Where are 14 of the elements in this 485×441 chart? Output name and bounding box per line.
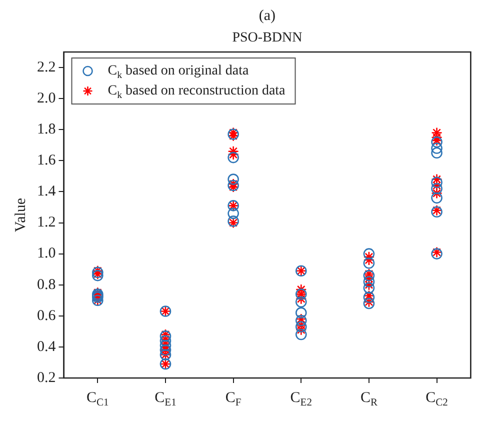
y-tick-label: 2.0 xyxy=(37,90,56,107)
y-tick-label: 0.8 xyxy=(37,276,56,293)
y-tick-label: 1.8 xyxy=(37,122,56,138)
y-tick-label: 1.2 xyxy=(37,214,56,231)
chart-title: PSO-BDNN xyxy=(232,30,302,46)
y-tick-label: 2.2 xyxy=(37,59,56,76)
y-tick-label: 1.0 xyxy=(37,246,56,262)
y-tick-label: 0.4 xyxy=(37,338,56,355)
y-tick-label: 1.6 xyxy=(37,152,56,169)
y-tick-label: 0.2 xyxy=(37,370,56,386)
y-axis-title: Value xyxy=(12,198,29,232)
text: (a) xyxy=(258,8,276,24)
y-tick-label: 0.6 xyxy=(37,308,56,324)
y-tick-label: 1.4 xyxy=(37,184,56,200)
